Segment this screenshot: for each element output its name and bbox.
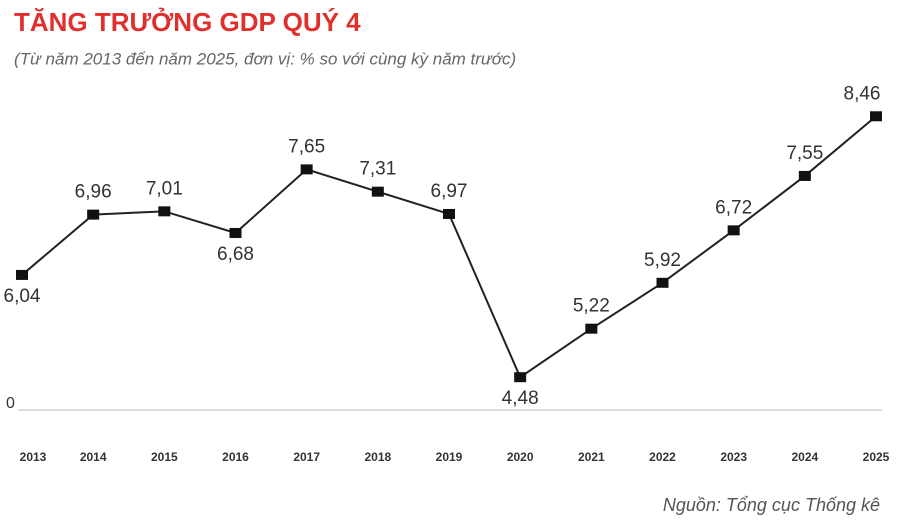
value-label: 8,46 [844, 83, 881, 104]
marker [798, 170, 811, 181]
value-label: 7,31 [359, 159, 396, 180]
marker [585, 323, 598, 334]
value-label: 6,97 [431, 181, 468, 202]
value-label: 5,92 [644, 250, 681, 271]
x-tick-label: 2015 [151, 450, 178, 464]
x-tick-label: 2024 [791, 450, 818, 464]
value-label: 7,55 [786, 143, 823, 164]
x-tick-label: 2013 [20, 450, 47, 464]
value-label: 6,04 [4, 286, 41, 307]
marker [16, 269, 28, 280]
value-label: 7,01 [146, 178, 183, 199]
value-label: 6,68 [217, 244, 254, 265]
x-tick-label: 2014 [80, 450, 107, 464]
marker [229, 227, 242, 238]
value-label: 7,65 [288, 136, 325, 157]
marker [727, 225, 740, 236]
x-tick-label: 2019 [436, 450, 463, 464]
x-tick-label: 2016 [222, 450, 249, 464]
marker [158, 206, 171, 217]
chart-subtitle: (Từ năm 2013 đến năm 2025, đơn vị: % so … [14, 49, 516, 68]
marker [300, 164, 313, 175]
x-tick-label: 2022 [649, 450, 676, 464]
x-tick-label: 2023 [720, 450, 747, 464]
chart-title: TĂNG TRƯỞNG GDP QUÝ 4 [14, 6, 361, 37]
marker [870, 111, 882, 122]
marker [514, 372, 527, 383]
source-note: Nguồn: Tổng cục Thống kê [663, 495, 880, 515]
value-label: 6,96 [75, 182, 112, 203]
x-tick-label: 2017 [293, 450, 320, 464]
marker [87, 209, 100, 220]
value-label: 4,48 [502, 388, 539, 409]
marker [443, 208, 455, 219]
baseline-label: 0 [6, 395, 15, 412]
value-label: 5,22 [573, 296, 610, 317]
value-label: 6,72 [715, 197, 752, 218]
x-tick-label: 2018 [364, 450, 391, 464]
marker [656, 277, 669, 288]
marker [371, 186, 384, 197]
x-tick-label: 2021 [578, 450, 605, 464]
x-tick-label: 2025 [863, 450, 890, 464]
line [21, 115, 877, 379]
x-tick-label: 2020 [507, 450, 534, 464]
